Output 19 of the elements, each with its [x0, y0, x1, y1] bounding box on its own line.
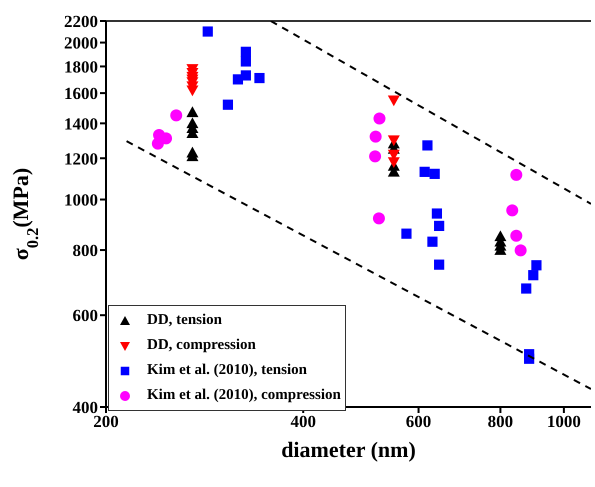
- x-tick-label: 200: [93, 412, 119, 432]
- y-tick-label: 2200: [64, 12, 98, 32]
- y-tick-label: 1400: [64, 114, 98, 134]
- x-tick-label: 600: [406, 412, 432, 432]
- x-tick-label: 800: [488, 412, 514, 432]
- y-tick-label: 800: [72, 241, 98, 260]
- x-tick-label: 1000: [546, 412, 581, 432]
- x-axis-title: diameter (nm): [281, 437, 416, 462]
- legend-label: DD, compression: [147, 337, 256, 354]
- y-tick-label: 1600: [64, 84, 98, 104]
- y-tick-label: 1000: [64, 190, 98, 210]
- y-tick-label: 600: [72, 306, 98, 326]
- x-tick-label: 400: [290, 412, 316, 432]
- legend-label: Kim et al. (2010), compression: [147, 387, 341, 404]
- legend-label: DD, tension: [147, 312, 222, 329]
- legend-label: Kim et al. (2010), tension: [147, 362, 307, 379]
- y-tick-label: 1800: [64, 57, 98, 76]
- y-tick-label: 2000: [64, 34, 98, 53]
- y-tick-label: 1200: [64, 149, 98, 168]
